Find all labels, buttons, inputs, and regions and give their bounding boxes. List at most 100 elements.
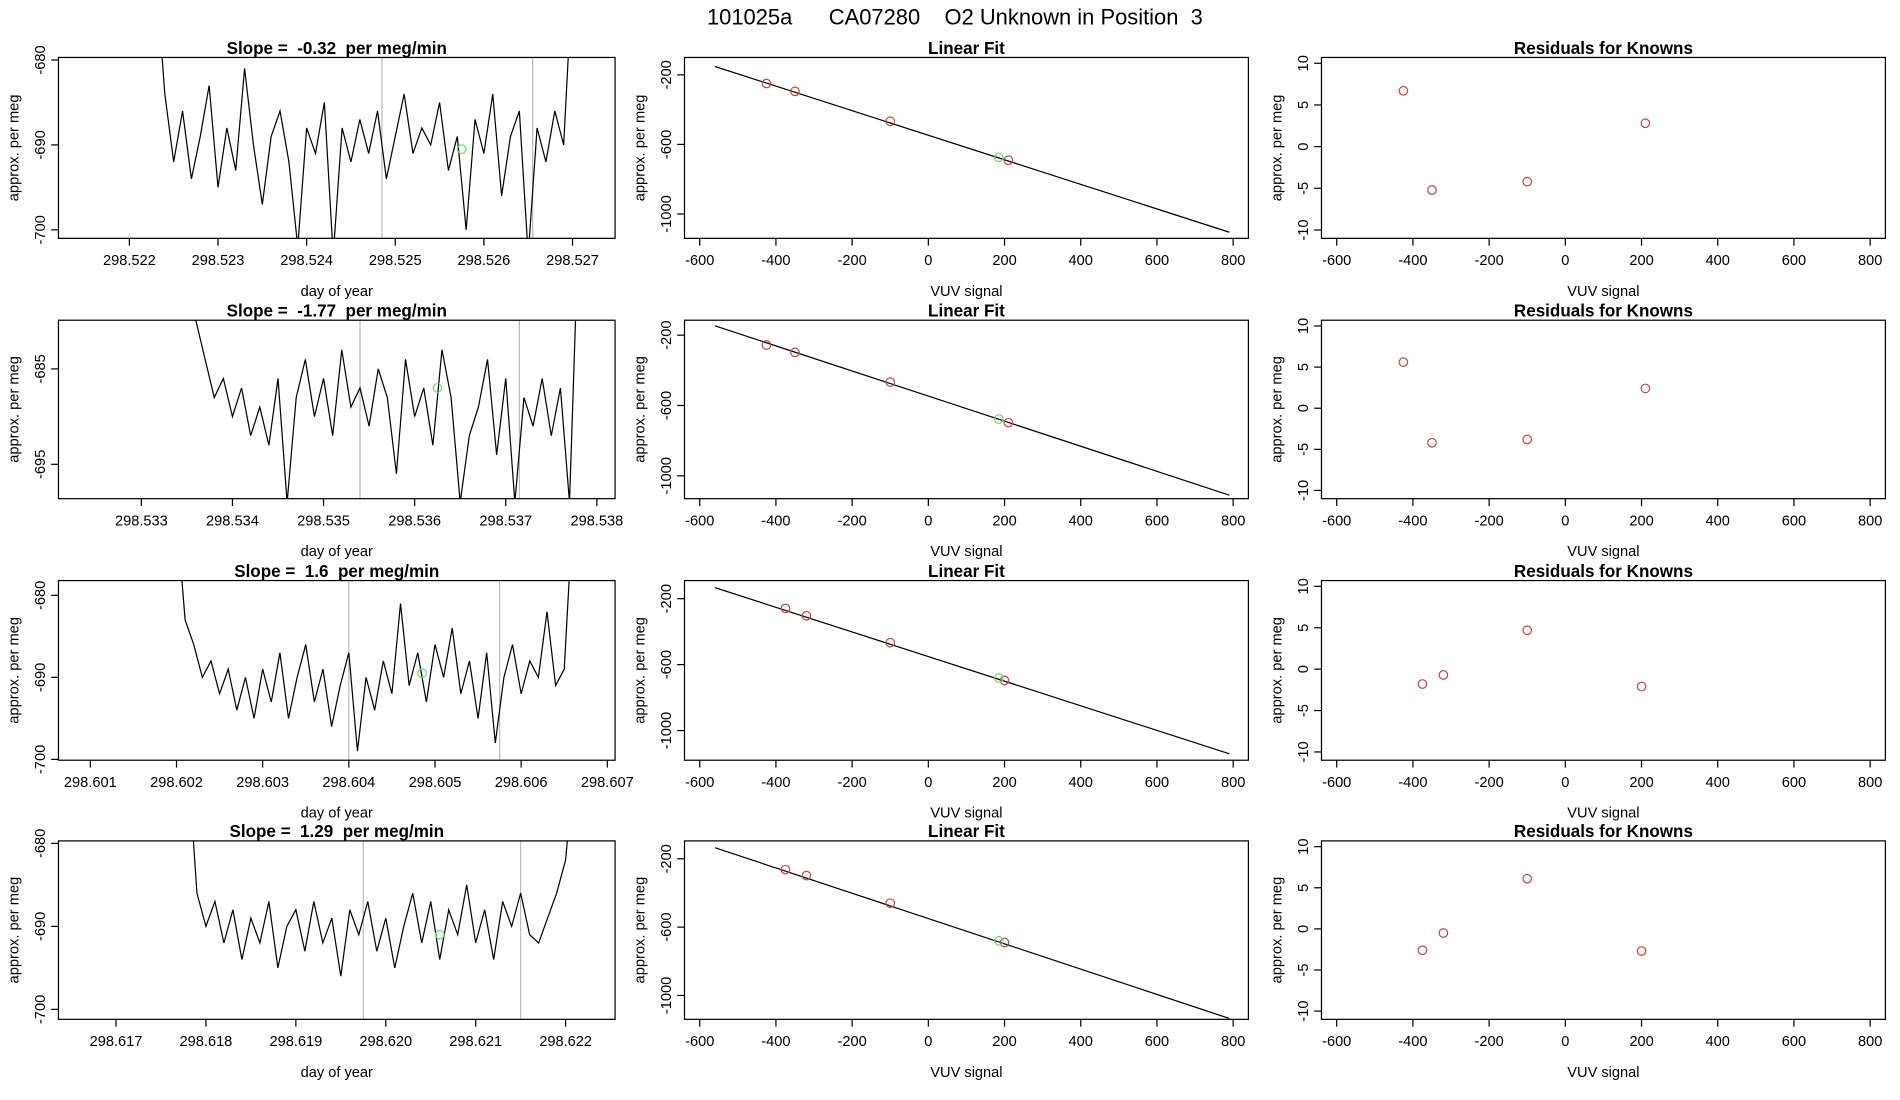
- point: [761, 78, 772, 89]
- panel: Slope = 1.29 per meg/min day of year appro…: [6, 822, 616, 1081]
- y-tick-label: 5: [1296, 624, 1312, 632]
- y-tick-label: -5: [1296, 963, 1312, 976]
- series-line: [181, 580, 570, 752]
- x-tick-label: -400: [1398, 514, 1427, 530]
- y-tick-label: -690: [33, 912, 49, 941]
- x-axis-label: VUV signal: [1567, 1065, 1639, 1081]
- plot-area: [181, 580, 570, 761]
- y-tick-label: -680: [33, 45, 49, 74]
- x-tick-label: 600: [1145, 775, 1169, 791]
- point: [1522, 176, 1533, 187]
- x-tick-label: 800: [1221, 253, 1245, 269]
- point: [1636, 946, 1647, 956]
- x-tick-label: 400: [1069, 1034, 1093, 1050]
- x-tick-label: 0: [924, 514, 932, 530]
- y-tick-label: 0: [1296, 925, 1312, 933]
- y-tick-label: -685: [33, 354, 49, 383]
- panel-title: Residuals for Knowns: [1514, 302, 1693, 321]
- x-tick-label: 0: [1561, 253, 1569, 269]
- x-tick-label: 0: [924, 1034, 932, 1050]
- x-axis-label: day of year: [301, 1065, 373, 1081]
- point: [1003, 155, 1014, 166]
- fit-line: [714, 65, 1230, 233]
- y-axis-label: approx. per meg: [632, 617, 648, 724]
- panel-title: Slope = 1.6 per meg/min: [234, 562, 439, 581]
- highlight-point: [434, 929, 445, 940]
- panel-title: Linear Fit: [928, 822, 1005, 841]
- y-tick-label: -700: [33, 995, 49, 1024]
- y-tick-label: 0: [1296, 665, 1312, 673]
- highlight-point: [993, 152, 1004, 163]
- x-tick-label: -200: [838, 775, 867, 791]
- highlight-point: [993, 414, 1004, 424]
- point: [801, 610, 812, 621]
- y-tick-label: 5: [1296, 363, 1312, 371]
- panel-title: Linear Fit: [928, 39, 1005, 58]
- y-tick-label: -690: [33, 130, 49, 159]
- plot-frame: [1320, 840, 1886, 1020]
- plot-frame: [1320, 579, 1886, 761]
- x-axis-label: VUV signal: [1567, 806, 1639, 822]
- plot-area: [1398, 85, 1651, 195]
- x-tick-label: -600: [685, 1034, 714, 1050]
- plot-area: [714, 847, 1230, 1020]
- y-tick-label: -5: [1296, 704, 1312, 717]
- plot-area: [714, 325, 1230, 496]
- panel: Slope = 1.6 per meg/min day of year approx…: [6, 562, 633, 822]
- point: [1427, 185, 1437, 195]
- plot-frame: [683, 56, 1250, 239]
- x-tick-label: 0: [924, 775, 932, 791]
- x-tick-label: 800: [1858, 775, 1882, 791]
- x-tick-label: -600: [1322, 514, 1351, 530]
- y-tick-label: -600: [659, 391, 675, 420]
- y-tick-label: -700: [33, 745, 49, 774]
- x-tick-label: 298.527: [546, 253, 599, 269]
- y-tick-label: 10: [1296, 838, 1312, 854]
- x-tick-label: 400: [1706, 514, 1730, 530]
- x-tick-label: -600: [685, 253, 714, 269]
- x-tick-label: 298.601: [64, 775, 117, 791]
- y-axis-label: approx. per meg: [632, 877, 648, 984]
- plot-area: [195, 320, 577, 499]
- point: [1522, 434, 1533, 445]
- point: [885, 637, 896, 648]
- y-axis-label: approx. per meg: [1269, 617, 1285, 724]
- y-tick-label: -10: [1296, 480, 1312, 501]
- point: [1522, 873, 1533, 884]
- x-tick-label: 298.604: [322, 775, 375, 791]
- fit-line: [714, 325, 1230, 496]
- x-tick-label: 400: [1706, 1034, 1730, 1050]
- point: [1636, 681, 1647, 692]
- x-tick-label: 298.603: [236, 775, 289, 791]
- plot-area: [714, 587, 1230, 755]
- x-tick-label: 298.533: [115, 514, 168, 530]
- x-tick-label: 298.525: [369, 253, 422, 269]
- x-tick-label: -400: [761, 253, 790, 269]
- x-tick-label: 298.606: [495, 775, 548, 791]
- point: [1438, 928, 1449, 938]
- x-tick-label: 400: [1706, 253, 1730, 269]
- x-tick-label: 298.619: [269, 1034, 322, 1050]
- x-axis-label: VUV signal: [1567, 544, 1639, 560]
- x-tick-label: 200: [992, 1034, 1016, 1050]
- x-axis-label: VUV signal: [930, 284, 1002, 300]
- point: [885, 898, 896, 909]
- highlight-point: [993, 673, 1004, 683]
- y-tick-label: -200: [659, 844, 675, 873]
- x-axis-label: VUV signal: [930, 1065, 1002, 1081]
- point: [780, 603, 791, 614]
- plot-frame: [683, 579, 1250, 761]
- x-axis-label: VUV signal: [930, 806, 1002, 822]
- x-axis-label: VUV signal: [1567, 284, 1639, 300]
- x-tick-label: 298.622: [539, 1034, 592, 1050]
- point: [780, 864, 791, 875]
- plot-frame: [57, 840, 616, 1020]
- y-axis-label: approx. per meg: [6, 95, 22, 202]
- x-tick-label: -400: [761, 514, 790, 530]
- panel: Residuals for Knowns VUV signal approx. pe…: [1269, 39, 1886, 300]
- plot-area: [161, 57, 569, 239]
- y-tick-label: -1000: [659, 712, 675, 749]
- x-tick-label: 800: [1221, 514, 1245, 530]
- x-tick-label: -400: [1398, 775, 1427, 791]
- panel: Linear Fit VUV signal approx. per meg -600 -…: [632, 302, 1250, 560]
